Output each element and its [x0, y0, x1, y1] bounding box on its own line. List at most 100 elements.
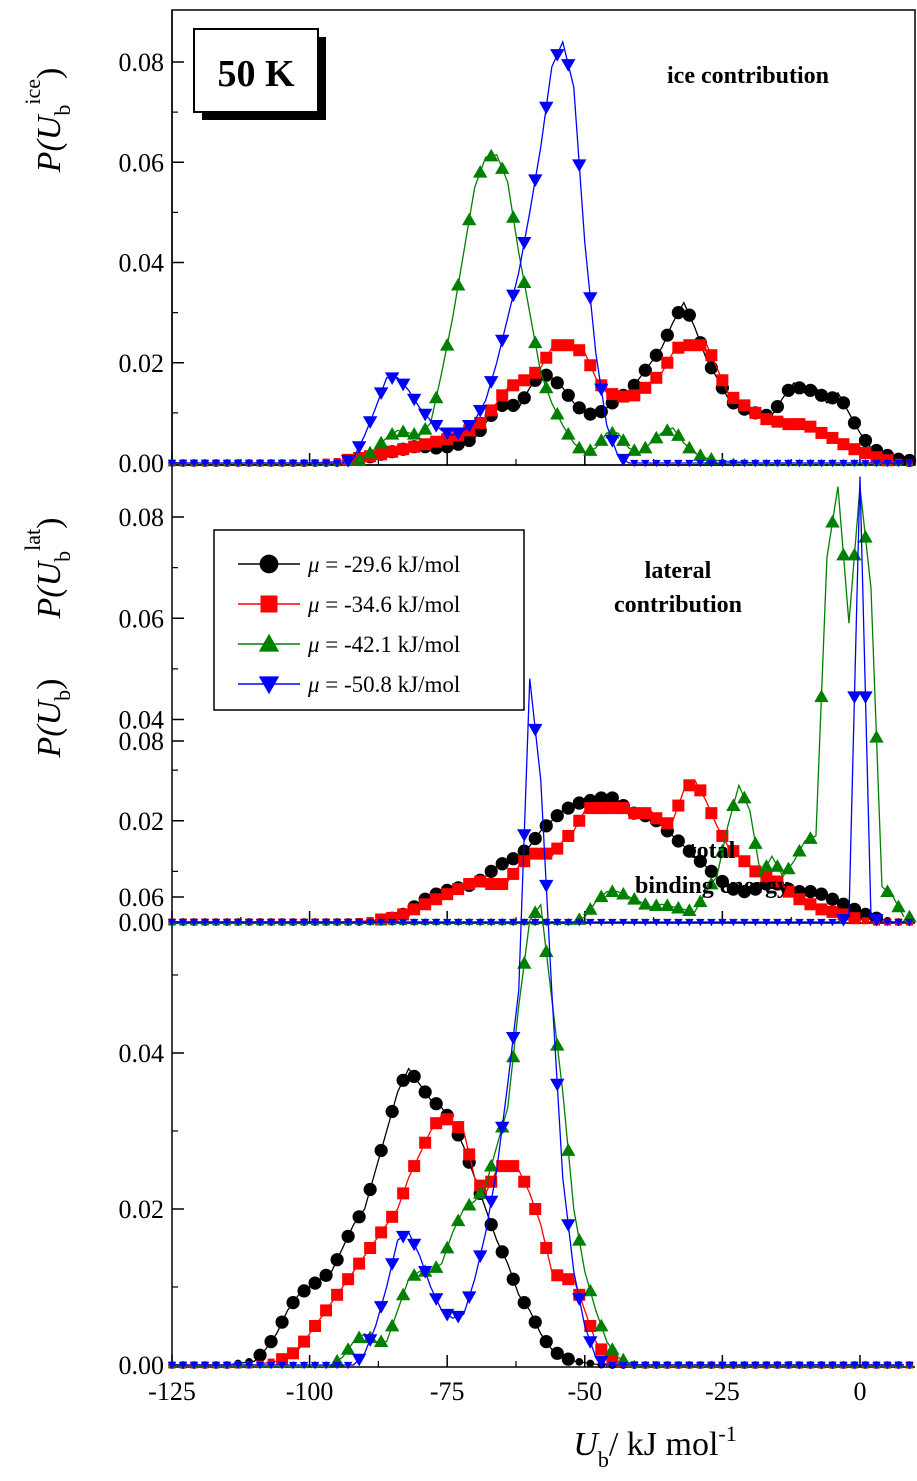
data-point-lat-2: [616, 886, 631, 900]
data-point-total-0: [275, 1315, 289, 1329]
data-point-ice-3: [351, 441, 367, 454]
y-tick-label: 0.00: [119, 449, 165, 478]
data-point-ice-1: [771, 415, 784, 428]
data-point-total-0: [374, 1143, 388, 1158]
data-point-ice-0: [825, 391, 840, 405]
data-point-ice-1: [848, 443, 861, 456]
data-point-lat-2: [638, 897, 653, 910]
data-point-total-3: [850, 1361, 859, 1370]
data-point-total-0: [352, 1210, 366, 1224]
data-point-ice-2: [561, 426, 576, 440]
data-point-lat-1: [408, 903, 421, 916]
data-point-lat-1: [804, 898, 817, 911]
data-point-lat-1: [540, 847, 553, 860]
x-tick-label: -100: [286, 1377, 334, 1406]
data-point-ice-3: [321, 459, 331, 468]
data-point-lat-3: [167, 918, 177, 927]
data-point-lat-3: [310, 918, 320, 927]
data-point-total-0: [308, 1276, 322, 1290]
data-point-ice-3: [894, 459, 903, 468]
data-point-total-1: [331, 1288, 344, 1301]
data-point-lat-3: [189, 918, 199, 927]
data-point-total-3: [641, 1361, 650, 1370]
data-point-total-0: [330, 1253, 344, 1267]
data-point-total-3: [395, 1230, 411, 1244]
series-ice-3: [167, 39, 914, 468]
data-point-lat-3: [509, 918, 518, 927]
data-point-total-3: [255, 1361, 265, 1370]
data-point-total-3: [619, 1361, 628, 1370]
data-point-ice-1: [837, 438, 850, 451]
data-point-total-0: [429, 1097, 443, 1111]
data-point-lat-1: [650, 812, 663, 825]
data-point-total-0: [385, 1104, 399, 1119]
data-point-total-3: [351, 1353, 367, 1367]
legend-marker: [259, 554, 279, 574]
data-point-ice-1: [397, 443, 410, 456]
data-point-ice-3: [332, 459, 342, 468]
data-point-lat-2: [737, 790, 752, 804]
data-point-total-3: [894, 1361, 903, 1370]
data-point-ice-0: [495, 398, 509, 412]
data-point-lat-2: [627, 892, 642, 905]
data-point-lat-3: [387, 918, 397, 927]
data-point-total-3: [883, 1361, 892, 1370]
data-point-lat-3: [707, 918, 716, 927]
data-point-lat-1: [518, 855, 531, 868]
data-point-lat-2: [891, 899, 906, 913]
data-point-lat-3: [288, 918, 298, 927]
data-point-total-3: [905, 1361, 914, 1370]
data-point-ice-2: [539, 380, 554, 394]
data-point-ice-3: [373, 387, 389, 401]
data-point-ice-1: [573, 344, 586, 357]
data-point-total-0: [528, 1315, 542, 1329]
data-point-ice-3: [288, 459, 298, 468]
data-point-lat-1: [793, 893, 806, 906]
data-point-total-3: [484, 1195, 499, 1209]
data-point-ice-3: [450, 427, 466, 441]
data-point-ice-2: [439, 338, 455, 351]
data-point-ice-3: [473, 404, 488, 418]
data-point-lat-3: [762, 918, 771, 927]
series-total-1: [168, 1113, 913, 1369]
legend-label: μ = -50.8 kJ/mol: [307, 672, 460, 697]
data-point-lat-2: [704, 876, 719, 890]
data-point-total-1: [595, 1343, 608, 1356]
data-point-lat-3: [696, 918, 705, 927]
data-point-ice-3: [872, 459, 881, 468]
data-point-lat-3: [586, 918, 595, 927]
data-point-ice-0: [572, 401, 586, 415]
data-point-lat-1: [705, 807, 718, 820]
data-point-total-2: [395, 1287, 411, 1301]
data-point-ice-3: [817, 459, 826, 468]
data-point-ice-0: [649, 348, 663, 362]
temperature-badge-text: 50 K: [217, 53, 295, 95]
data-point-lat-3: [453, 918, 463, 927]
data-point-lat-0: [561, 801, 575, 815]
data-point-lat-3: [828, 918, 837, 927]
data-point-lat-1: [826, 905, 839, 918]
data-point-lat-1: [760, 870, 773, 883]
data-point-lat-3: [740, 918, 749, 927]
data-point-ice-2: [495, 161, 510, 174]
data-point-ice-3: [395, 378, 411, 392]
y-tick-label: 0.00: [119, 1351, 165, 1380]
data-point-ice-3: [255, 459, 265, 468]
data-point-total-3: [828, 1361, 837, 1370]
data-point-total-3: [806, 1361, 815, 1370]
data-point-lat-1: [441, 888, 454, 901]
data-point-ice-1: [716, 374, 729, 387]
data-point-ice-3: [616, 453, 631, 467]
data-point-ice-1: [496, 389, 509, 402]
data-point-lat-3: [277, 918, 287, 927]
data-point-ice-3: [674, 459, 683, 468]
data-point-ice-2: [693, 448, 708, 461]
data-point-ice-3: [729, 459, 738, 468]
data-point-lat-1: [529, 847, 542, 860]
data-point-ice-1: [485, 404, 498, 417]
series-lat-3: [167, 476, 914, 927]
data-point-total-0: [539, 1335, 553, 1349]
data-point-ice-3: [605, 435, 620, 448]
data-point-lat-0: [539, 819, 553, 833]
data-point-total-2: [450, 1213, 466, 1227]
